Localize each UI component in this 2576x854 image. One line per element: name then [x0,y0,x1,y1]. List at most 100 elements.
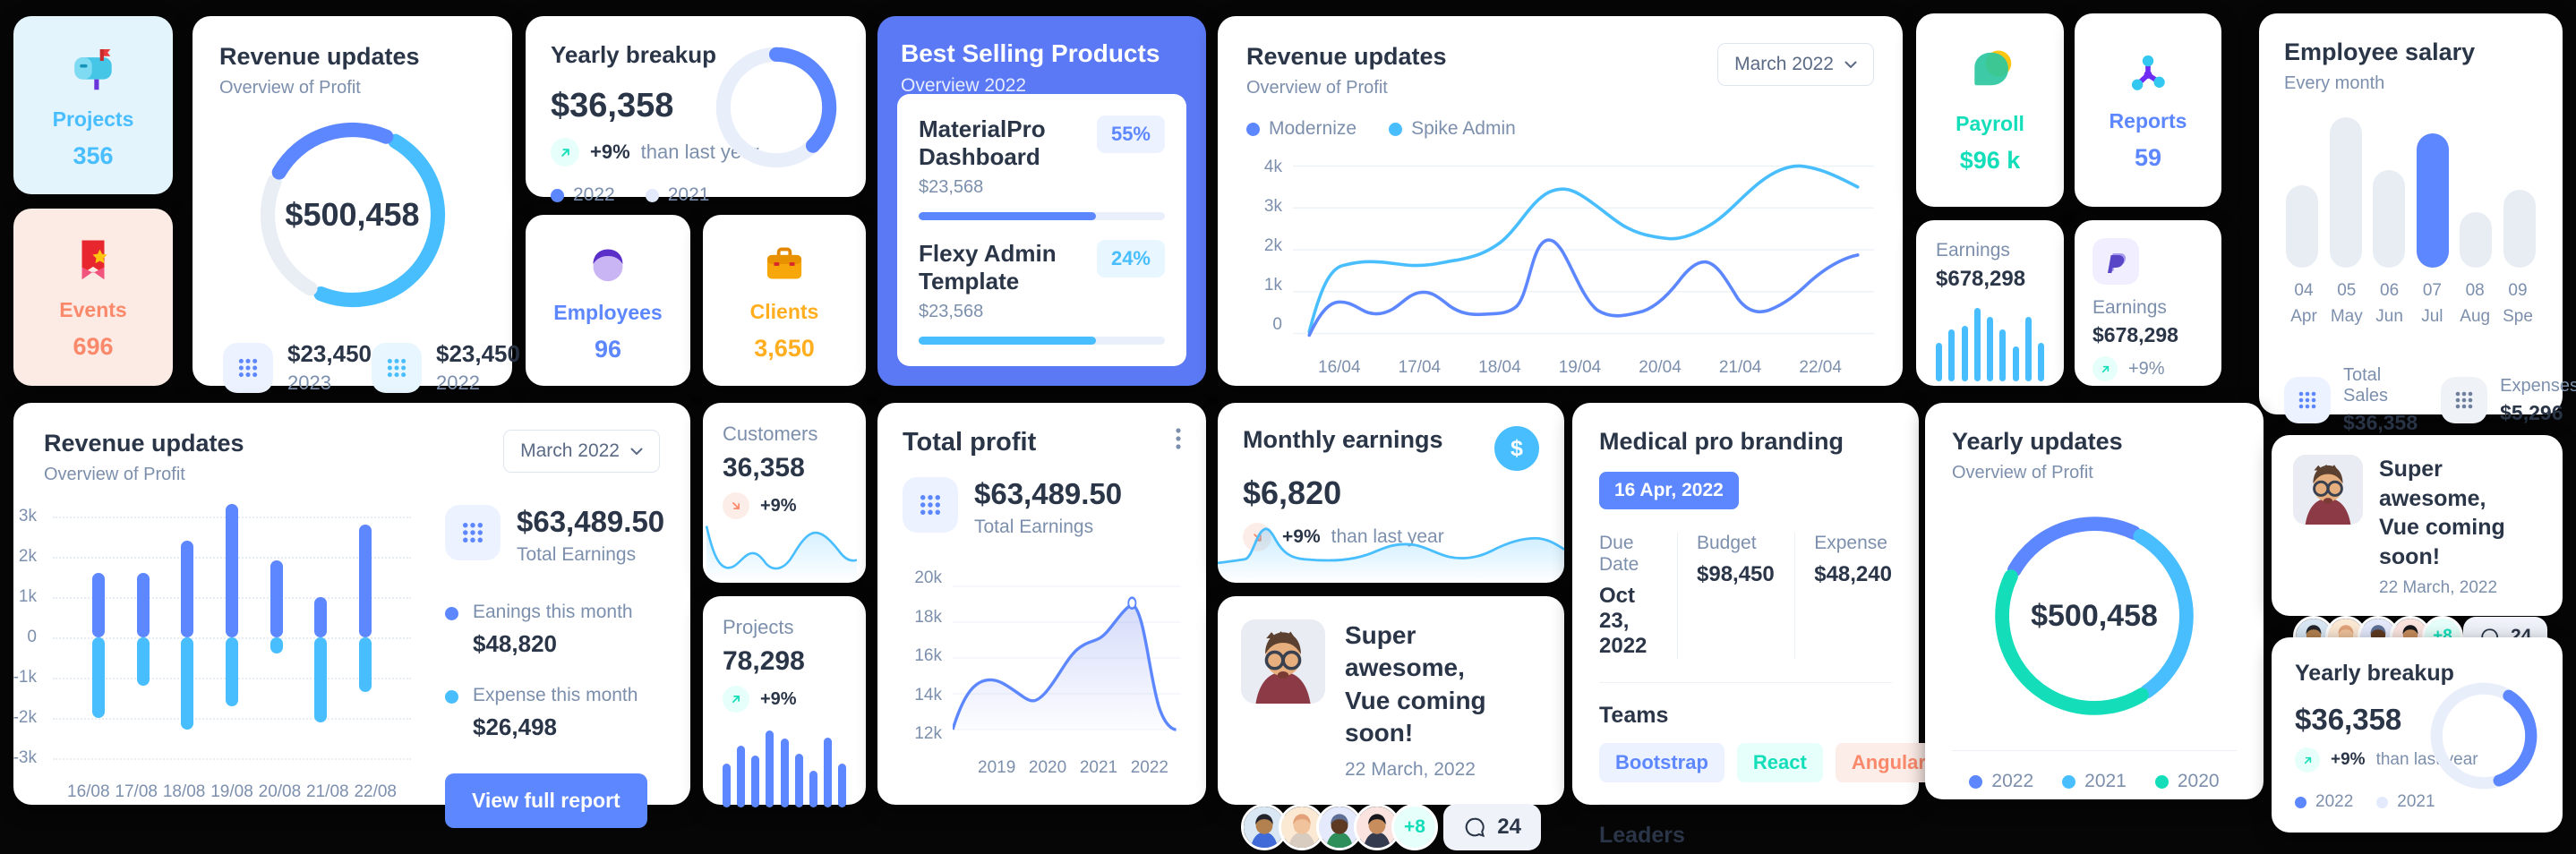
legend-2022: 2022 [551,184,615,206]
employees-value: 96 [594,335,622,363]
legend-dot [2154,774,2169,789]
total-profit-area-chart [953,585,1181,747]
donut-center-value: $500,458 [285,196,420,233]
events-tile: Events 696 [13,209,173,386]
comment-bubble-icon [1463,816,1486,839]
comments-count: 24 [1497,814,1521,839]
employee-salary-card: Employee salary Every month 04 Apr 05 May … [2259,13,2576,434]
earnings-month-label: Eanings this month [473,602,633,622]
revenue-updates-line-card: Revenue updates Overview of Profit March… [1218,16,1903,386]
total-earnings-label: Total Earnings [517,544,637,565]
card-subtitle: Overview of Profit [219,78,361,98]
customers-label: Customers [723,423,818,445]
payroll-icon [1973,50,2011,86]
employees-label: Employees [553,300,663,324]
yearly-updates-donut: $500,458 [1981,503,2207,729]
earnings-label: Earnings [1936,240,2010,260]
product-price: $23,568 [919,177,984,197]
events-value: 696 [73,333,114,360]
mailbox-icon [74,48,112,90]
person-icon [593,249,623,281]
x-axis-labels: 2019 2020 2021 2022 [978,758,1168,777]
card-title: Monthly earnings [1243,426,1443,453]
projects-label: Projects [52,107,134,131]
view-full-report-button[interactable]: View full report [445,773,647,828]
y-axis-labels: 20k 18k 16k 14k 12k [914,568,942,743]
team-chip-bootstrap: Bootstrap [1599,743,1724,782]
dollar-icon: $ [1494,426,1539,471]
customers-card: Customers 36,358 +9% [703,403,866,583]
more-menu-icon[interactable] [1176,428,1181,449]
dropdown-value: March 2022 [1734,54,1834,74]
stat-year: 2022 [435,371,480,394]
due-date-stat: Due Date Oct 23, 2022 [1599,533,1647,658]
card-title: Best Selling Products [901,39,1160,67]
clients-label: Clients [749,299,819,323]
delta-note: than last year [1331,526,1444,547]
yearly-updates-card: Yearly updates Overview of Profit $500,4… [1925,403,2264,799]
monthly-earnings-value: $6,820 [1243,474,1342,511]
stat-label: Expenses [2500,375,2576,396]
legend-dot [2376,796,2389,808]
total-profit-label: Total Earnings [974,517,1094,537]
progress-track [919,337,1165,345]
post-date: 22 March, 2022 [2379,578,2498,597]
reports-label: Reports [2109,109,2187,132]
yearly-breakup-card: Yearly breakup $36,358 +9% than last yea… [526,16,866,205]
divider [1599,804,1892,805]
stat-label: Total Sales [2343,365,2389,406]
revenue-dual-bar-chart [53,504,411,770]
legend-dot [2062,774,2076,789]
stat-value: $36,358 [2343,411,2418,434]
yearly-breakup-donut [710,41,843,174]
trend-down-icon [723,492,749,519]
card-subtitle: Overview of Profit [1246,78,1388,98]
post-date: 22 March, 2022 [1345,758,1476,780]
card-subtitle: Every month [2284,73,2385,93]
stat-year: 2023 [287,371,331,394]
post-title: Super awesome, Vue coming soon! [1345,621,1486,747]
earnings-value: $678,298 [2092,323,2178,346]
total-earnings-value: $63,489.50 [517,505,665,538]
grid-icon [903,477,958,533]
month-dropdown[interactable]: March 2022 [503,430,660,473]
customers-spark-line [703,517,866,583]
legend-2022: 2022 [1969,771,2033,792]
chevron-down-icon [630,448,643,456]
revenue-line-chart [1293,150,1874,351]
stat-2023: $23,450 2023 [223,340,372,395]
total-sales-stat: Total Sales $36,358 [2284,365,2418,435]
stat-value: $23,450 [435,340,520,367]
trend-up-icon [2295,747,2320,773]
medical-branding-card: Medical pro branding 16 Apr, 2022 Due Da… [1572,403,1942,848]
grid-icon [2441,377,2488,423]
paypal-icon [2092,238,2139,285]
card-subtitle: Overview 2022 [901,75,1027,96]
projects-spark-bars [723,730,846,807]
legend-dot [1969,774,1983,789]
post-avatar [1241,619,1325,704]
monthly-earnings-card: Monthly earnings $ $6,820 +9% than last … [1218,403,1564,583]
payroll-tile: Payroll $96 k [1916,13,2064,207]
delta-value: +9% [1282,526,1321,547]
molecule-icon [2131,55,2165,90]
stat-value: $5,296 [2500,400,2563,424]
card-title: Employee salary [2284,38,2476,65]
legend-2021: 2021 [2376,792,2435,812]
legend-dot [445,690,458,704]
divider [1952,750,2237,751]
progress-fill [919,337,1096,345]
x-axis-labels: 16/04 17/04 18/04 19/04 20/04 21/04 22/04 [1318,358,1842,377]
customers-value: 36,358 [723,453,805,483]
best-selling-card: Best Selling Products Overview 2022 [877,16,1206,386]
legend-dot [2295,796,2306,808]
clients-value: 3,650 [754,334,815,362]
month-dropdown[interactable]: March 2022 [1717,43,1874,86]
payroll-label: Payroll [1956,112,2024,135]
projects-label: Projects [723,616,794,638]
employees-tile: Employees 96 [526,215,690,386]
grid-icon [2284,377,2331,423]
comments-pill[interactable]: 24 [1443,803,1541,850]
progress-track [919,212,1165,220]
